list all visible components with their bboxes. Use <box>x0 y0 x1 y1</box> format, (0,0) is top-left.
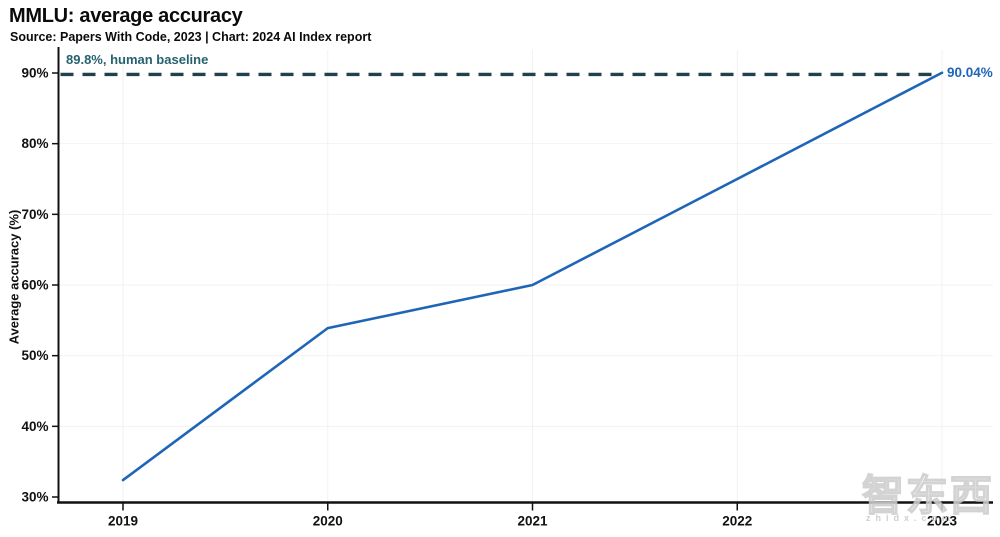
y-tick-label: 30% <box>21 490 48 505</box>
y-tick-label: 80% <box>21 136 48 151</box>
x-tick-label: 2021 <box>517 514 548 529</box>
y-axis-title: Average accuracy (%) <box>6 209 22 345</box>
y-tick-label: 60% <box>21 278 48 293</box>
human-baseline-label: 89.8%, human baseline <box>66 52 209 67</box>
end-value-label: 90.04% <box>947 65 993 80</box>
y-tick-label: 70% <box>21 207 48 222</box>
chart-title: MMLU: average accuracy <box>9 5 243 27</box>
x-tick-label: 2023 <box>927 514 958 529</box>
x-tick-label: 2019 <box>108 514 138 529</box>
y-tick-label: 40% <box>21 419 48 434</box>
x-tick-label: 2020 <box>313 514 343 529</box>
x-tick-label: 2022 <box>722 514 752 529</box>
y-tick-label: 50% <box>21 348 48 363</box>
chart-subtitle: Source: Papers With Code, 2023 | Chart: … <box>10 30 372 44</box>
y-tick-label: 90% <box>21 66 48 81</box>
accuracy-line <box>121 71 944 482</box>
